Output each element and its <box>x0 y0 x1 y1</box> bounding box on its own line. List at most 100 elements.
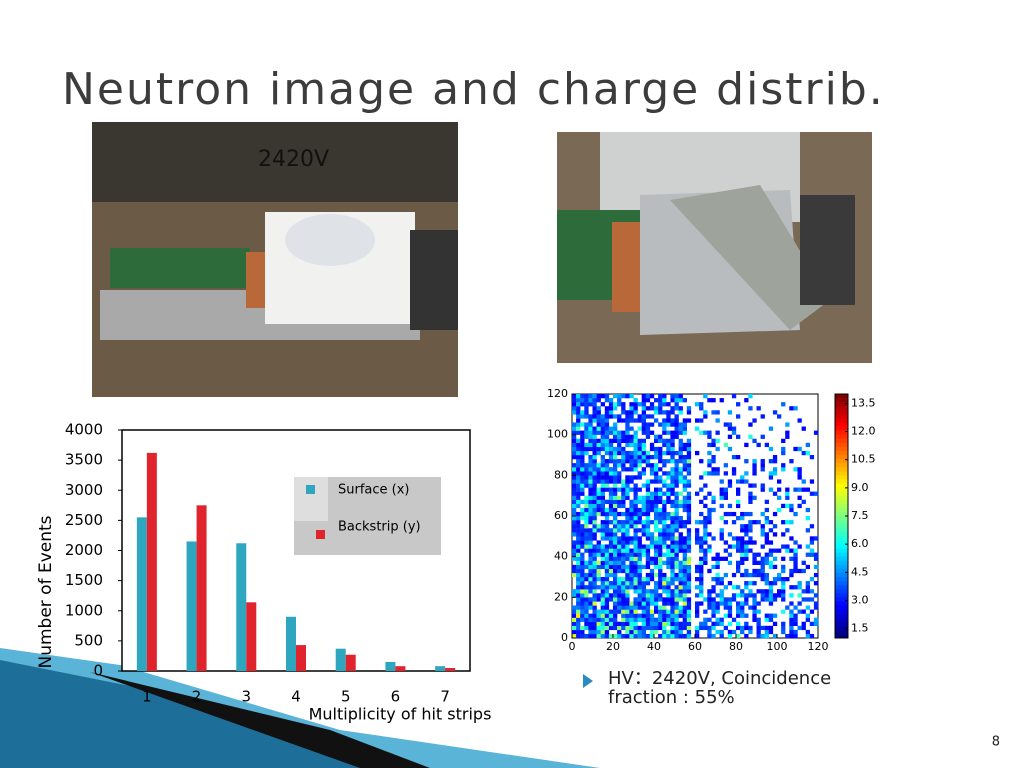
heatmap-cell <box>576 511 581 517</box>
colorbar-segment <box>835 503 848 509</box>
heatmap-cell <box>649 479 655 484</box>
heatmap-cell <box>637 402 642 407</box>
heatmap-cell <box>797 503 802 509</box>
heatmap-cell <box>727 629 733 635</box>
heatmap-cell <box>625 625 630 631</box>
heatmap-cell <box>572 540 577 545</box>
colorbar-segment <box>835 438 848 444</box>
heatmap-cell <box>617 601 622 606</box>
heatmap-cell <box>621 597 626 602</box>
heatmap-cell <box>686 507 692 513</box>
bullet-text: HV：2420V, Coincidence <box>608 668 831 689</box>
heatmap-cell <box>662 426 667 431</box>
heatmap-cell <box>576 572 581 578</box>
heatmap-cell <box>604 589 610 594</box>
heatmap-cell <box>658 621 663 626</box>
heatmap-cell <box>604 467 610 472</box>
heatmap-cell <box>809 621 815 626</box>
heatmap-cell <box>658 528 663 533</box>
heatmap-cell <box>580 589 585 594</box>
heatmap-cell <box>645 414 651 419</box>
heatmap-cell <box>600 422 605 427</box>
heatmap-cell <box>719 479 724 484</box>
heatmap-cell <box>572 568 577 574</box>
heatmap-cell <box>666 430 671 435</box>
heatmap-cell <box>727 511 733 517</box>
heatmap-cell <box>637 511 642 517</box>
heatmap-cell <box>588 597 593 602</box>
heatmap-cell <box>592 459 597 464</box>
heatmap-cell <box>580 483 585 488</box>
heatmap-cell <box>670 536 675 541</box>
heatmap-cell <box>592 398 597 403</box>
heatmap-cell <box>576 483 581 488</box>
heatmap-cell <box>678 544 683 549</box>
colorbar-tick-label: 4.5 <box>851 565 869 578</box>
y-tick-label: 500 <box>74 631 103 649</box>
heatmap-cell <box>617 524 622 529</box>
colorbar-segment <box>835 560 848 566</box>
heatmap-cell <box>666 581 671 586</box>
heatmap-cell <box>580 422 585 427</box>
heatmap-cell <box>604 459 610 464</box>
heatmap-cell <box>584 402 589 407</box>
heatmap-cell <box>682 503 687 509</box>
heatmap-cell <box>789 406 794 411</box>
heatmap-cell <box>604 548 610 553</box>
heatmap-cell <box>670 520 675 525</box>
heatmap-cell <box>805 597 810 602</box>
heatmap-cell <box>633 577 638 582</box>
heatmap-cell <box>744 625 749 631</box>
heatmap-cell <box>604 609 610 614</box>
heatmap-cell <box>695 528 700 533</box>
heatmap-cell <box>596 438 601 443</box>
heatmap-cell <box>600 605 605 610</box>
heatmap-cell <box>625 507 630 513</box>
legend-label: Surface (x) <box>338 483 410 498</box>
heatmap-cell <box>604 406 610 411</box>
heatmap-cell <box>781 593 786 598</box>
heatmap-cell <box>686 585 692 590</box>
heatmap-cell <box>592 577 597 582</box>
heatmap-cell <box>707 532 712 537</box>
heatmap-cell <box>682 426 687 431</box>
heatmap-cell <box>736 516 741 521</box>
heatmap-cell <box>625 552 630 557</box>
heatmap-cell <box>621 491 626 496</box>
colorbar-segment <box>835 487 848 492</box>
heatmap-cell <box>678 479 683 484</box>
heatmap-cell <box>617 597 622 602</box>
heatmap-cell <box>629 455 634 460</box>
heatmap-cell <box>580 516 585 521</box>
heatmap-cell <box>641 459 646 464</box>
heatmap-cell <box>572 532 577 537</box>
heatmap-cell <box>580 625 585 631</box>
heatmap-cell <box>592 572 597 578</box>
heatmap-cell <box>686 479 692 484</box>
heatmap-cell <box>686 556 692 561</box>
heatmap-cell <box>686 418 692 423</box>
heatmap-cell <box>682 487 687 492</box>
heatmap-cell <box>662 398 667 403</box>
heatmap-cell <box>633 621 638 626</box>
heatmap-cell <box>629 467 634 472</box>
heatmap-cell <box>772 524 778 529</box>
photo-label: 2420V <box>258 147 329 172</box>
heatmap-cell <box>781 585 786 590</box>
heatmap-cell <box>678 426 683 431</box>
heatmap-cell <box>670 601 675 606</box>
heatmap-cell <box>674 609 679 614</box>
heatmap-cell <box>768 585 774 590</box>
heatmap-cell <box>654 503 659 509</box>
heatmap-cell <box>686 532 692 537</box>
heatmap-cell <box>723 597 728 602</box>
heatmap-cell <box>736 491 741 496</box>
heatmap-cell <box>740 629 745 635</box>
heatmap-cell <box>797 487 802 492</box>
heatmap-cell <box>777 495 782 500</box>
heatmap-cell <box>805 487 810 492</box>
heatmap-cell <box>670 516 675 521</box>
heatmap-cell <box>637 568 642 574</box>
heatmap-cell <box>793 540 798 545</box>
y-tick-label: 100 <box>547 428 568 441</box>
